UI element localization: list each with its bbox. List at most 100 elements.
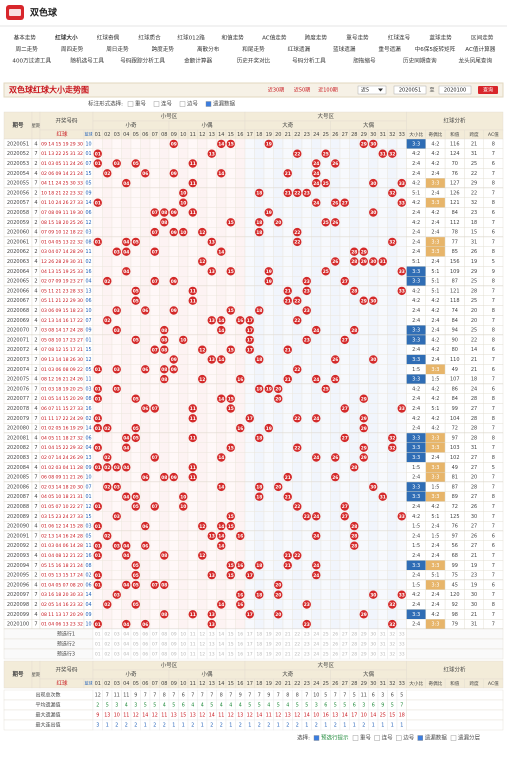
preselect-number[interactable]: 07	[152, 652, 158, 658]
preselect-number[interactable]: 02	[104, 642, 110, 648]
nav-link[interactable]: 和尾走势	[242, 45, 265, 53]
preselect-number[interactable]: 12	[199, 642, 205, 648]
nav-link[interactable]: 历史开奖对比	[237, 57, 271, 65]
preselect-number[interactable]: 33	[399, 642, 405, 648]
preselect-number[interactable]: 16	[237, 642, 243, 648]
preselect-number[interactable]: 12	[199, 632, 205, 638]
preselect-number[interactable]: 26	[332, 642, 338, 648]
preselect-number[interactable]: 26	[332, 632, 338, 638]
preselect-number[interactable]: 22	[294, 642, 300, 648]
nav-link[interactable]: 重号走势	[346, 34, 369, 42]
nav-link[interactable]: 龙头凤尾查询	[458, 57, 492, 65]
nav-link[interactable]: 胆拖缩号	[353, 57, 376, 65]
preselect-number[interactable]: 28	[351, 642, 357, 648]
preselect-number[interactable]: 14	[218, 652, 224, 658]
preselect-number[interactable]: 29	[361, 642, 367, 648]
to-value[interactable]: 2020100	[444, 88, 466, 94]
nav-link[interactable]: 金额计算器	[184, 57, 212, 65]
preselect-number[interactable]: 08	[161, 652, 167, 658]
preselect-number[interactable]: 32	[389, 642, 395, 648]
preselect-number[interactable]: 04	[123, 652, 129, 658]
preselect-number[interactable]: 19	[266, 632, 272, 638]
preselect-number[interactable]: 27	[342, 642, 348, 648]
preselect-number[interactable]: 16	[237, 652, 243, 658]
preselect-number[interactable]: 18	[256, 652, 262, 658]
preselect-number[interactable]: 23	[304, 652, 310, 658]
footer-option[interactable]: 重号	[360, 734, 372, 742]
nav-link[interactable]: 区间走势	[471, 34, 494, 42]
period-link[interactable]: 近50期	[294, 87, 310, 94]
preselect-number[interactable]: 25	[323, 652, 329, 658]
preselect-number[interactable]: 09	[171, 642, 177, 648]
nav-link[interactable]: 历史同期查询	[403, 57, 437, 65]
nav-link[interactable]: 号码分析工具	[292, 57, 326, 65]
preselect-number[interactable]: 19	[266, 652, 272, 658]
preselect-number[interactable]: 21	[285, 642, 291, 648]
preselect-number[interactable]: 33	[399, 652, 405, 658]
preselect-number[interactable]: 32	[389, 632, 395, 638]
preselect-number[interactable]: 11	[190, 652, 196, 658]
preselect-number[interactable]: 02	[104, 652, 110, 658]
preselect-number[interactable]: 01	[95, 632, 101, 638]
option-label[interactable]: 重号	[135, 100, 147, 108]
preselect-number[interactable]: 13	[209, 652, 215, 658]
preselect-number[interactable]: 20	[275, 642, 281, 648]
preselect-number[interactable]: 06	[142, 642, 148, 648]
preselect-number[interactable]: 13	[209, 632, 215, 638]
nav-link[interactable]: 中6保5旋转矩阵	[415, 45, 456, 53]
preselect-number[interactable]: 25	[323, 642, 329, 648]
preselect-number[interactable]: 06	[142, 632, 148, 638]
preselect-number[interactable]: 17	[247, 642, 253, 648]
preselect-number[interactable]: 31	[380, 652, 386, 658]
preselect-number[interactable]: 25	[323, 632, 329, 638]
from-value[interactable]: 2020051	[399, 88, 421, 94]
preselect-number[interactable]: 27	[342, 652, 348, 658]
preselect-number[interactable]: 10	[180, 642, 186, 648]
preselect-number[interactable]: 28	[351, 632, 357, 638]
preselect-number[interactable]: 19	[266, 642, 272, 648]
preselect-number[interactable]: 32	[389, 652, 395, 658]
preselect-number[interactable]: 12	[199, 652, 205, 658]
preselect-number[interactable]: 30	[370, 632, 376, 638]
preselect-number[interactable]: 28	[351, 652, 357, 658]
preselect-number[interactable]: 01	[95, 652, 101, 658]
preselect-number[interactable]: 03	[114, 652, 120, 658]
preselect-number[interactable]: 14	[218, 632, 224, 638]
preselect-number[interactable]: 03	[114, 642, 120, 648]
preselect-number[interactable]: 10	[180, 652, 186, 658]
preselect-number[interactable]: 07	[152, 642, 158, 648]
nav-link[interactable]: 红球大小	[55, 34, 78, 42]
preselect-number[interactable]: 11	[190, 632, 196, 638]
preselect-number[interactable]: 29	[361, 632, 367, 638]
option-label[interactable]: 连号	[161, 100, 173, 108]
nav-link[interactable]: 红球质合	[138, 34, 161, 42]
nav-link[interactable]: 跨度走势	[152, 45, 175, 53]
preselect-number[interactable]: 15	[228, 642, 234, 648]
preselect-number[interactable]: 15	[228, 652, 234, 658]
preselect-number[interactable]: 31	[380, 632, 386, 638]
preselect-number[interactable]: 20	[275, 632, 281, 638]
preselect-number[interactable]: 05	[133, 652, 139, 658]
preselect-number[interactable]: 04	[123, 632, 129, 638]
preselect-number[interactable]: 20	[275, 652, 281, 658]
preselect-number[interactable]: 33	[399, 632, 405, 638]
query-button[interactable]	[478, 86, 498, 94]
preselect-number[interactable]: 17	[247, 652, 253, 658]
nav-link[interactable]: 周四走势	[61, 45, 84, 53]
footer-option[interactable]: 遗漏分层	[458, 734, 481, 742]
preselect-number[interactable]: 21	[285, 652, 291, 658]
preselect-number[interactable]: 31	[380, 642, 386, 648]
nav-link[interactable]: 红球遗漏	[288, 45, 311, 53]
preselect-number[interactable]: 18	[256, 642, 262, 648]
preselect-number[interactable]: 07	[152, 632, 158, 638]
preselect-number[interactable]: 24	[313, 642, 319, 648]
nav-link[interactable]: AC值走势	[262, 34, 287, 42]
nav-link[interactable]: 红球奇偶	[97, 34, 120, 42]
preselect-number[interactable]: 09	[171, 652, 177, 658]
preselect-number[interactable]: 16	[237, 632, 243, 638]
nav-link[interactable]: 跨度走势	[305, 34, 328, 42]
period-link[interactable]: 近100期	[318, 87, 338, 94]
query-button-text[interactable]: 查询	[483, 87, 493, 94]
preselect-number[interactable]: 13	[209, 642, 215, 648]
preselect-number[interactable]: 14	[218, 642, 224, 648]
